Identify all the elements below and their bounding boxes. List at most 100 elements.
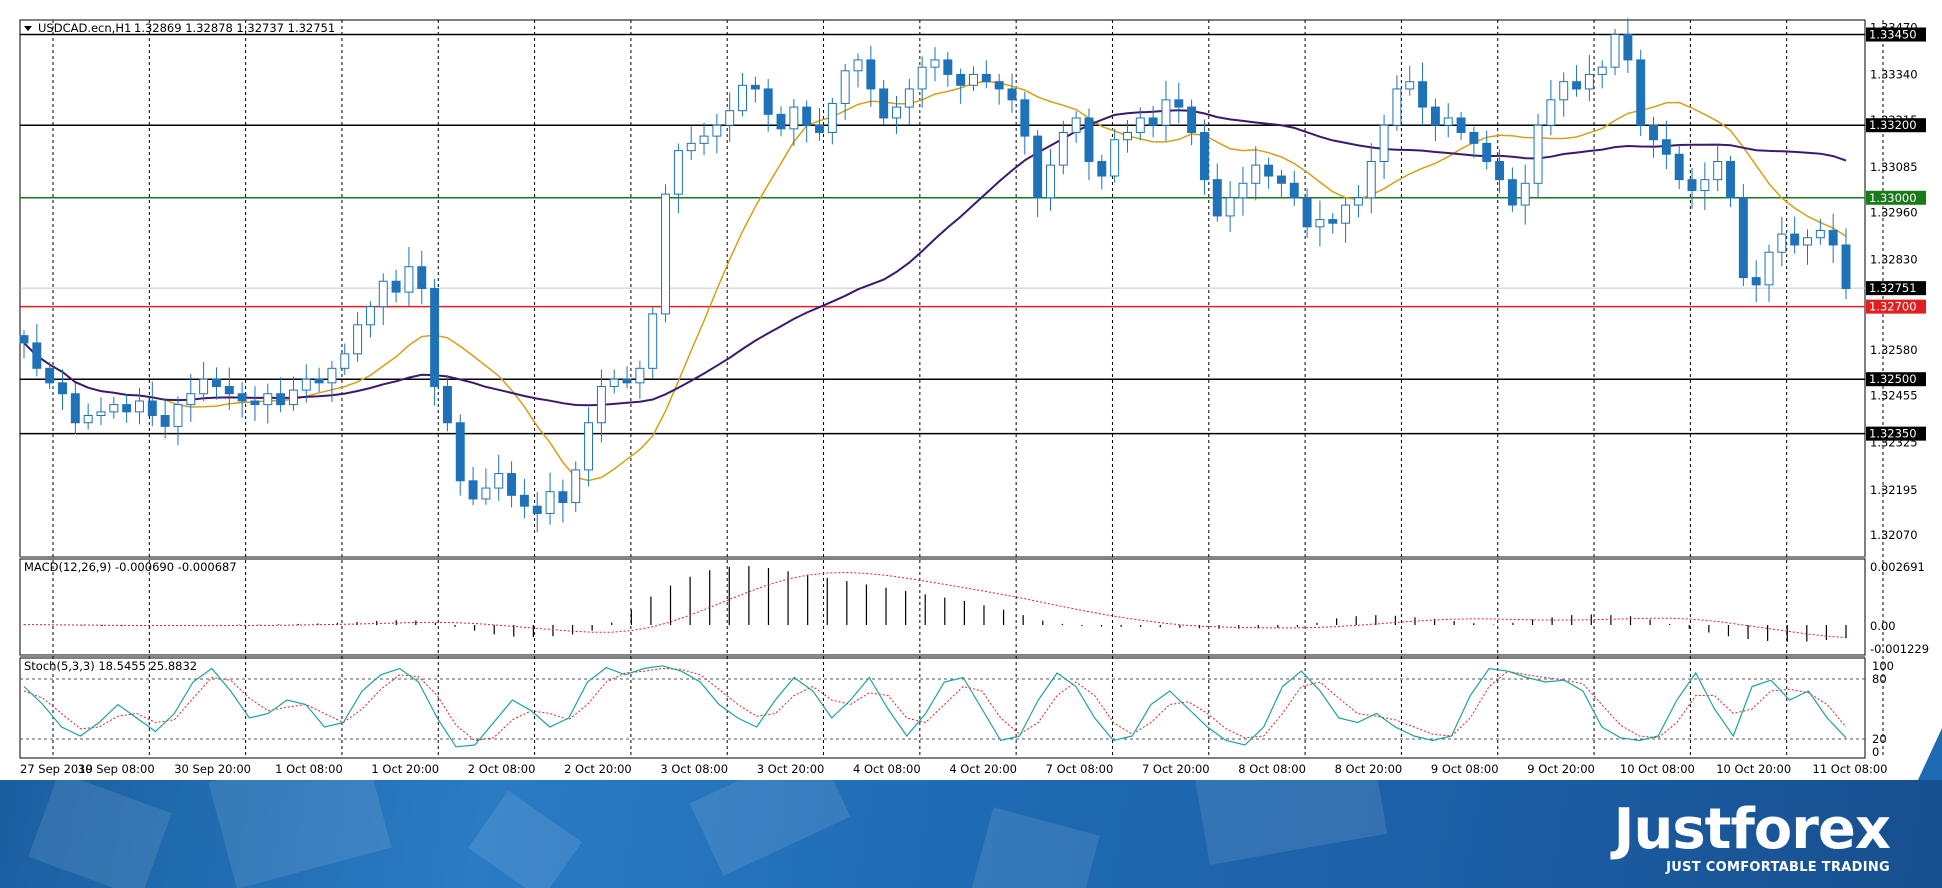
candle-body bbox=[1033, 135, 1043, 199]
candle-body bbox=[1289, 182, 1299, 199]
candle-body bbox=[365, 306, 375, 326]
candle-body bbox=[840, 70, 850, 104]
candle-body bbox=[776, 113, 786, 130]
candle-body bbox=[943, 59, 953, 75]
stoch-title: Stoch(5,3,3) 18.5455 25.8832 bbox=[24, 659, 197, 673]
candle-body bbox=[1713, 161, 1723, 181]
candle-body bbox=[391, 280, 401, 293]
candle-body bbox=[1046, 164, 1055, 199]
horizontal-levels[interactable]: 1.33450 1.33200 1.33000 1.32751 1.32700 1.325… bbox=[20, 28, 1926, 441]
candle-body bbox=[1212, 179, 1222, 217]
level-price-label: 1.32500 bbox=[1869, 372, 1917, 386]
candle-body bbox=[917, 66, 927, 90]
candle-body bbox=[981, 73, 991, 83]
candle-body bbox=[1353, 197, 1363, 206]
candle-body bbox=[1020, 99, 1030, 137]
dropdown-triangle-icon[interactable] bbox=[24, 26, 32, 31]
level-price-tag bbox=[1866, 190, 1926, 205]
candle-body bbox=[1610, 34, 1620, 68]
candle-body bbox=[994, 81, 1004, 90]
candle-body bbox=[571, 469, 581, 504]
candle-body bbox=[404, 266, 414, 293]
candle-body bbox=[468, 480, 478, 500]
level-price-tag bbox=[1866, 27, 1926, 42]
price-tick-label: 1.33085 bbox=[1870, 160, 1918, 174]
candle-body bbox=[1148, 117, 1158, 126]
candle-body bbox=[1238, 182, 1248, 199]
brand-footer: Justforex JUST COMFORTABLE TRADING bbox=[0, 780, 1942, 888]
candle-body bbox=[1520, 182, 1530, 206]
time-tick-label: 4 Oct 08:00 bbox=[853, 762, 921, 776]
candle-body bbox=[1623, 34, 1633, 61]
candle-body bbox=[712, 124, 722, 137]
candle-body bbox=[802, 106, 812, 126]
candle-body bbox=[1674, 153, 1684, 181]
candle-body bbox=[827, 102, 837, 133]
time-tick-label: 1 Oct 20:00 bbox=[371, 762, 439, 776]
candle-body bbox=[1803, 237, 1812, 246]
candle-body bbox=[1058, 131, 1068, 166]
candle-body bbox=[1815, 229, 1825, 239]
candle-body bbox=[1533, 124, 1543, 184]
candle-body bbox=[1430, 106, 1440, 126]
candle-body bbox=[70, 393, 80, 424]
time-tick-label: 27 Sep 2019 bbox=[20, 762, 93, 776]
candle-body bbox=[340, 353, 350, 369]
time-tick-label: 3 Oct 20:00 bbox=[757, 762, 825, 776]
time-tick-label: 30 Sep 08:00 bbox=[78, 762, 155, 776]
time-tick-label: 10 Oct 20:00 bbox=[1716, 762, 1791, 776]
candle-body bbox=[789, 106, 799, 130]
candle-body bbox=[224, 385, 234, 395]
time-tick-label: 7 Oct 20:00 bbox=[1142, 762, 1210, 776]
candle-body bbox=[1559, 81, 1569, 101]
stoch-scale-20: 20 bbox=[1872, 732, 1887, 746]
price-tick-label: 1.32580 bbox=[1870, 343, 1918, 357]
candle-body bbox=[1726, 161, 1735, 199]
moving-average-slow-line bbox=[23, 109, 1847, 407]
time-tick-label: 9 Oct 08:00 bbox=[1431, 762, 1499, 776]
candle-body bbox=[1764, 251, 1774, 286]
candle-body bbox=[1738, 197, 1748, 279]
brand-logo[interactable]: Justforex JUST COMFORTABLE TRADING bbox=[1613, 797, 1891, 876]
candle-body bbox=[430, 288, 440, 387]
time-tick-label: 2 Oct 08:00 bbox=[468, 762, 536, 776]
candle-body bbox=[1687, 179, 1697, 192]
candle-body bbox=[199, 378, 209, 395]
chart-canvas[interactable]: 1.334701.333401.332151.330851.329601.328… bbox=[0, 0, 1942, 780]
chart-window[interactable]: 1.334701.333401.332151.330851.329601.328… bbox=[0, 0, 1942, 780]
candle-body bbox=[122, 404, 132, 413]
candle-body bbox=[1122, 131, 1132, 141]
candle-body bbox=[250, 400, 260, 406]
time-tick-label: 10 Oct 08:00 bbox=[1620, 762, 1695, 776]
candle-body bbox=[1251, 164, 1261, 184]
candle-body bbox=[930, 59, 940, 68]
candle-body bbox=[815, 124, 824, 133]
time-tick-label: 3 Oct 08:00 bbox=[660, 762, 728, 776]
candle-body bbox=[327, 367, 337, 384]
candle-body bbox=[1456, 117, 1466, 133]
brand-name: Justforex bbox=[1613, 797, 1891, 862]
footer-decoration bbox=[468, 790, 582, 888]
level-price-label: 1.33450 bbox=[1869, 28, 1917, 42]
vertical-gridlines bbox=[52, 20, 1884, 758]
price-tick-label: 1.32455 bbox=[1870, 389, 1918, 403]
time-tick-label: 2 Oct 20:00 bbox=[564, 762, 632, 776]
candle-body bbox=[1161, 99, 1171, 126]
footer-decoration bbox=[28, 780, 172, 888]
candle-body bbox=[1341, 204, 1351, 224]
price-tick-label: 1.33340 bbox=[1870, 67, 1918, 81]
macd-scale-zero: 0.00 bbox=[1870, 619, 1896, 633]
candle-body bbox=[892, 106, 901, 119]
candle-body bbox=[1700, 179, 1710, 192]
time-tick-label: 11 Oct 08:00 bbox=[1813, 762, 1888, 776]
candle-body bbox=[211, 378, 221, 387]
candle-body bbox=[288, 389, 298, 406]
price-tick-label: 1.32070 bbox=[1870, 528, 1918, 542]
moving-average-fast-line bbox=[23, 80, 1847, 482]
candle-body bbox=[1174, 99, 1184, 108]
candle-body bbox=[1828, 229, 1838, 246]
footer-decoration bbox=[689, 780, 851, 876]
candle-body bbox=[147, 400, 157, 416]
candle-body bbox=[58, 382, 67, 395]
